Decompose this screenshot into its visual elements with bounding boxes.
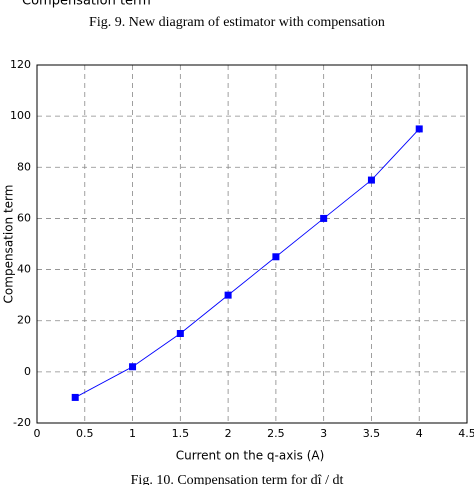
plot-frame: [36, 64, 468, 424]
y-tick-label: 120: [10, 58, 31, 71]
y-axis-label: Compensation term: [2, 185, 16, 304]
x-tick-label: 2: [225, 427, 232, 440]
y-tick-label: 20: [17, 314, 31, 327]
marker: [129, 363, 137, 371]
y-tick-label: 60: [17, 211, 31, 224]
top-text: Compensation term: [22, 0, 151, 9]
y-tick-label: 80: [17, 160, 31, 173]
marker: [71, 393, 79, 401]
y-tick-label: 100: [10, 109, 31, 122]
fig10-caption: Fig. 10. Compensation term for dî / dt: [131, 473, 344, 485]
marker: [176, 330, 184, 337]
marker: [272, 253, 280, 261]
marker: [415, 125, 423, 133]
y-tick-label: 40: [17, 263, 31, 276]
x-tick-label: 1.5: [172, 427, 190, 440]
marker: [320, 214, 328, 222]
x-axis-label: Current on the q-axis (A): [176, 449, 325, 463]
x-tick-label: 0: [34, 427, 41, 440]
x-tick-label: 0.5: [76, 427, 94, 440]
marker: [367, 176, 375, 184]
x-tick-label: 4.5: [458, 427, 474, 440]
series-line: [75, 128, 420, 398]
x-tick-label: 3: [320, 427, 327, 440]
x-tick-label: 3.5: [363, 427, 381, 440]
y-tick-label: -20: [13, 416, 31, 429]
marker: [224, 291, 232, 299]
x-tick-label: 2.5: [267, 427, 285, 440]
x-tick-label: 1: [129, 427, 136, 440]
x-tick-label: 4: [416, 427, 423, 440]
fig9-caption: Fig. 9. New diagram of estimator with co…: [89, 15, 385, 30]
y-tick-label: 0: [24, 365, 31, 378]
